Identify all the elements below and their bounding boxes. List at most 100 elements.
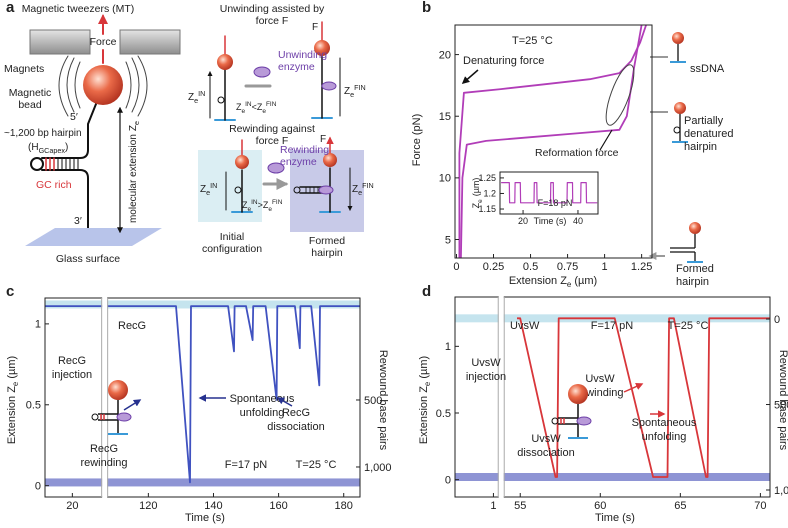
hairpin-loop	[673, 126, 681, 134]
label: molecular extension	[128, 134, 139, 223]
plot-frame	[44, 297, 361, 498]
data-line	[517, 317, 770, 478]
y-tick-label: 1	[35, 319, 41, 331]
label: Spontaneous	[632, 417, 697, 429]
panel-b-icons	[650, 32, 703, 262]
reference-band	[45, 478, 360, 487]
label: e	[350, 90, 354, 99]
label: 5′	[70, 111, 78, 123]
enzyme	[318, 185, 334, 195]
y2-axis-label: Rewound base pairs	[777, 350, 788, 451]
label: RecG	[282, 407, 310, 419]
label: )	[65, 142, 68, 153]
label: ssDNA	[690, 63, 725, 75]
bead	[689, 222, 701, 234]
label: e	[132, 121, 141, 125]
axis-break	[102, 297, 108, 498]
plot-frame	[454, 296, 771, 498]
label: F	[312, 22, 318, 33]
x-tick-label: 65	[674, 500, 686, 512]
label: RecG	[90, 443, 118, 455]
x-tick-label: 180	[335, 500, 353, 512]
y-axis-label: Force (pN)	[411, 114, 423, 167]
label: enzyme	[280, 156, 317, 168]
panel-label: a	[6, 0, 15, 16]
label: ZeFIN	[352, 181, 374, 197]
x-tick-label: 0	[453, 261, 459, 273]
label: dissociation	[517, 447, 574, 459]
step-arrow	[244, 84, 286, 184]
magnet	[29, 29, 91, 55]
data-line	[501, 182, 598, 204]
panel-label: b	[422, 0, 431, 16]
y2-tick-label: 500	[774, 399, 788, 411]
label: T=25 °C	[512, 35, 553, 47]
glass-surface	[25, 228, 162, 246]
label: IN	[210, 181, 217, 190]
x-axis-label: Time (s)	[534, 216, 567, 226]
panel-a-drawing	[25, 16, 364, 246]
x-tick-label: 70	[754, 500, 766, 512]
y-tick-label: 10	[439, 173, 451, 185]
label: UvsW	[531, 433, 561, 445]
label: F=18 pN	[538, 198, 573, 208]
label: Spontaneous	[230, 393, 295, 405]
icon-bead	[108, 380, 128, 400]
x-axis-label: Extension Z	[509, 275, 567, 287]
y-axis-label: Ze (µm)	[471, 178, 484, 209]
label: e	[358, 188, 362, 197]
z-arrow	[210, 57, 350, 210]
x-tick-label: 160	[269, 500, 287, 512]
label: ZeIN	[188, 89, 205, 105]
icon-pairs	[100, 414, 105, 420]
x-axis-label: e	[567, 280, 572, 289]
label: T=25 °C	[296, 459, 337, 471]
y-tick-label: 0	[445, 475, 451, 487]
y-tick-label: 1.25	[478, 173, 496, 183]
bead	[674, 102, 686, 114]
label: ~1,200 bp hairpin	[4, 128, 82, 139]
annotation-arrow	[461, 69, 479, 84]
x-tick-label: 60	[594, 500, 606, 512]
x-tick-label: 20	[518, 216, 528, 226]
label: Unwinding assisted by	[220, 3, 325, 15]
y-axis-label: Extension Z	[418, 386, 430, 444]
label: FIN	[354, 83, 366, 92]
annotation-arrow	[276, 397, 293, 407]
label: bead	[18, 99, 42, 111]
label: e	[242, 108, 246, 115]
panel-label: c	[6, 283, 14, 300]
label: F	[320, 134, 326, 145]
enzyme	[321, 81, 337, 91]
label: Force	[90, 36, 117, 48]
label: Unwinding	[278, 49, 327, 61]
y-axis-label: (µm)	[418, 356, 430, 379]
x-tick-label: 20	[66, 500, 78, 512]
label: F=17 pN	[591, 320, 634, 332]
label: Z	[200, 184, 206, 195]
label: (HGCapex)	[28, 142, 68, 155]
label: Magnetic	[9, 87, 52, 99]
y-axis-label: Extension Ze (µm)	[418, 356, 432, 444]
panel-label: d	[422, 283, 431, 300]
y-tick-label: 1.15	[478, 204, 496, 214]
label: GC rich	[36, 179, 72, 191]
label: FIN	[266, 101, 277, 108]
plot-frame	[454, 24, 653, 259]
y-tick-label: 5	[445, 234, 451, 246]
x-tick-label: 0.5	[523, 261, 538, 273]
bead	[235, 155, 249, 169]
label: Initial	[220, 231, 245, 243]
y-tick-label: 0.5	[26, 400, 41, 412]
x-tick-label: 40	[573, 216, 583, 226]
label: IN	[198, 89, 205, 98]
y-axis-label: Extension Z	[6, 386, 18, 444]
y-tick-label: 0	[35, 481, 41, 493]
label: IN	[251, 199, 258, 206]
label: injection	[52, 369, 92, 381]
label: IN	[245, 101, 252, 108]
label: F=17 pN	[225, 459, 268, 471]
magnet	[119, 29, 181, 55]
label: Rewinding against	[229, 123, 315, 135]
